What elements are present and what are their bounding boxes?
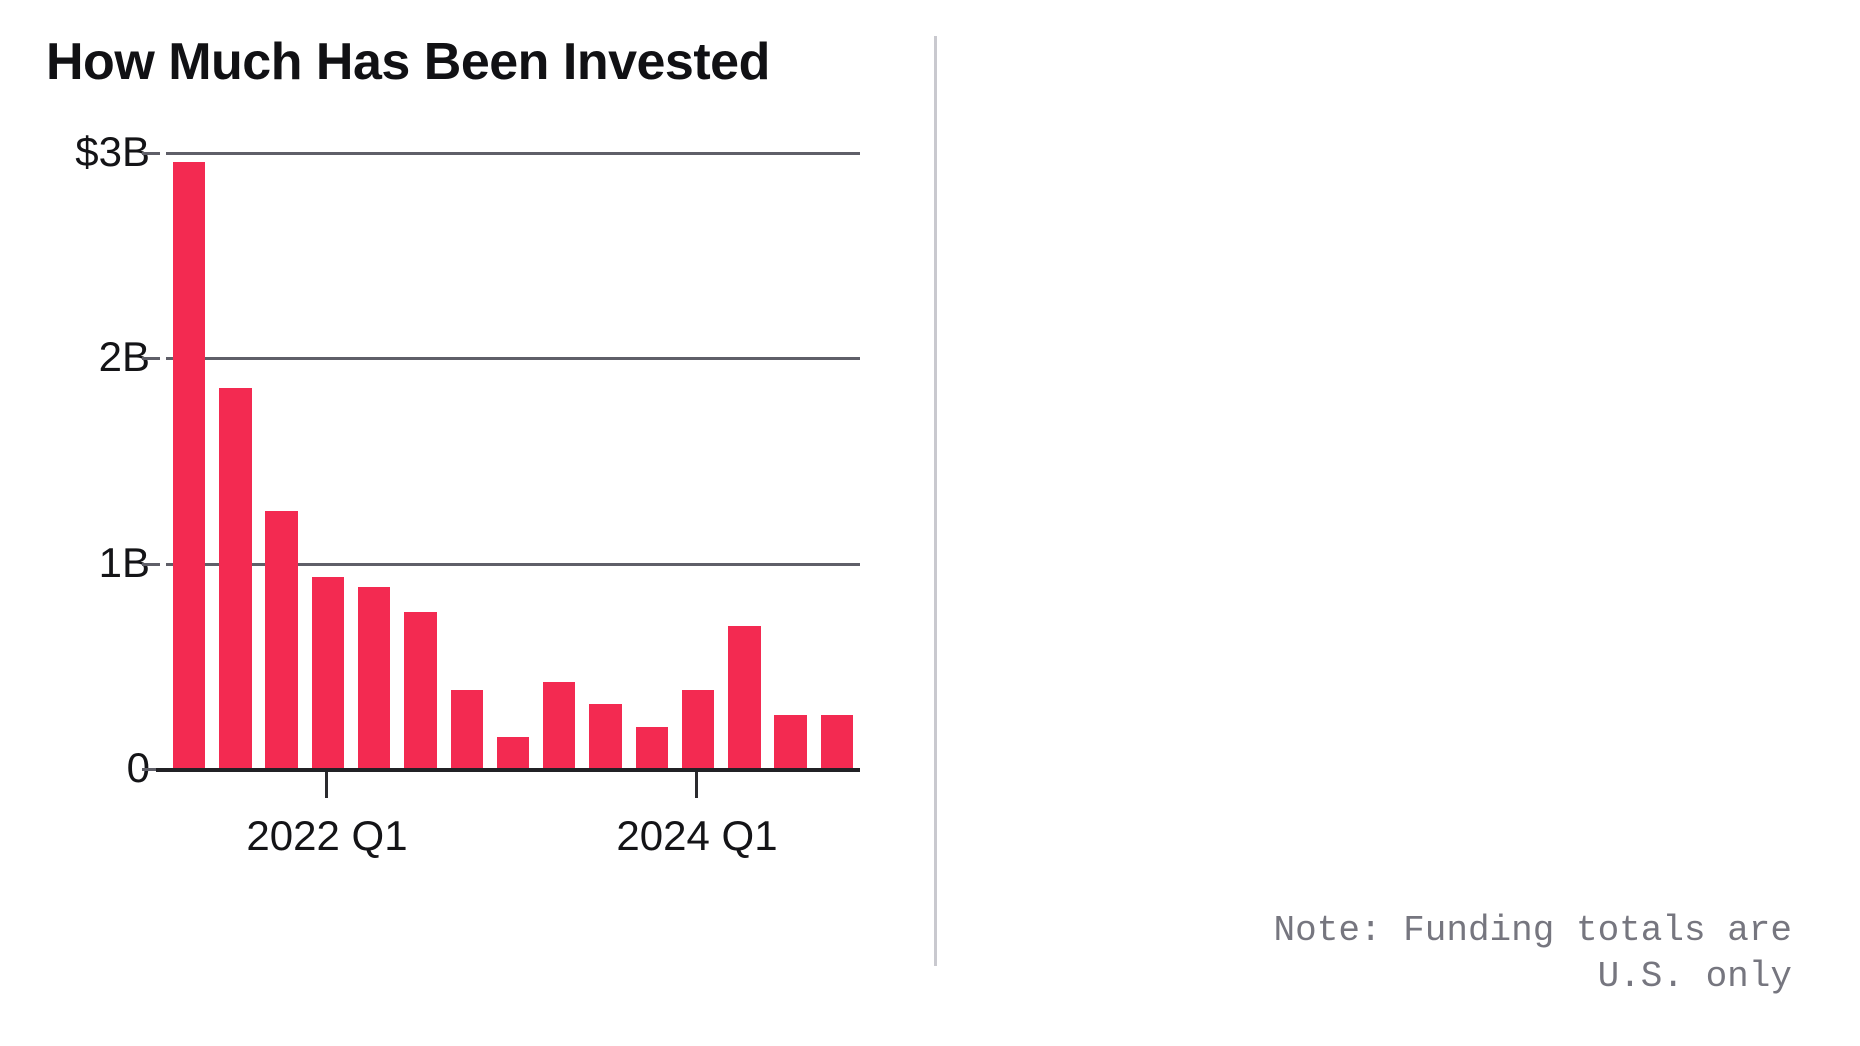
ytick-3b: [142, 152, 160, 155]
left-bar: [681, 689, 715, 768]
left-y-label-2b: 2B: [98, 333, 150, 380]
gridline-1b: [166, 563, 860, 566]
left-chart-panel: How Much Has Been Invested $3B 2B 1B 0: [0, 33, 860, 859]
xtick-2022-q1: [325, 772, 328, 798]
left-bar: [404, 611, 437, 768]
left-bar: [219, 388, 252, 768]
left-bar: [172, 162, 206, 768]
left-bar: [543, 681, 576, 768]
left-y-label-3b: $3B: [75, 128, 150, 175]
left-x-axis-line: [156, 768, 860, 772]
left-bar: [496, 737, 530, 768]
chart-note: Note: Funding totals are U.S. only: [1273, 910, 1792, 998]
left-bar: [820, 714, 854, 768]
left-y-label-1b: 1B: [98, 539, 150, 586]
left-bar: [635, 726, 668, 768]
left-bar: [450, 689, 483, 768]
gridline-3b: [166, 152, 860, 155]
panel-divider: [934, 36, 937, 966]
left-bar: [311, 577, 345, 768]
left-y-axis-labels: $3B 2B 1B 0: [0, 128, 150, 791]
left-bar: [774, 714, 807, 768]
ytick-1b: [142, 563, 160, 566]
ytick-2b: [142, 357, 160, 360]
left-chart-title: How Much Has Been Invested: [46, 33, 770, 91]
left-y-label-0: 0: [126, 744, 150, 791]
left-x-label-2022q1: 2022 Q1: [246, 812, 408, 859]
xtick-2024-q1: [695, 772, 698, 798]
gridline-2b: [166, 357, 860, 360]
left-bar: [728, 626, 761, 768]
right-chart-panel: …And Where It’s Going Top 5 categories M…: [930, 0, 1860, 1046]
left-bar-series: [166, 152, 860, 768]
left-bar: [265, 511, 298, 768]
left-bar: [358, 587, 391, 768]
left-x-label-2024q1: 2024 Q1: [616, 812, 778, 859]
ytick-0: [142, 768, 160, 771]
left-bar: [589, 704, 622, 768]
left-plot-area: 2022 Q1 2024 Q1: [142, 152, 860, 859]
